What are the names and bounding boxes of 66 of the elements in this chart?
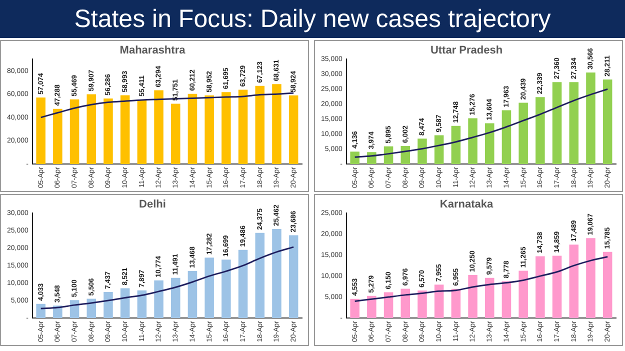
- bar: [569, 244, 579, 318]
- bar: [170, 278, 180, 318]
- bar: [288, 95, 298, 164]
- bar: [170, 104, 180, 164]
- bar: [367, 296, 376, 318]
- bar: [104, 292, 113, 318]
- bar: [602, 252, 612, 318]
- bar: [552, 256, 562, 318]
- bar: [451, 288, 461, 318]
- bar: [451, 126, 461, 164]
- chart-title: Delhi: [139, 198, 166, 211]
- bar: [400, 288, 410, 318]
- bar: [53, 108, 62, 164]
- chart-title: Uttar Pradesh: [430, 44, 503, 57]
- bar: [272, 229, 282, 318]
- bar: [518, 102, 528, 164]
- bar: [154, 280, 164, 318]
- bar: [238, 90, 248, 164]
- bar: [586, 238, 596, 318]
- bar: [418, 290, 427, 318]
- bar: [86, 94, 96, 164]
- bar: [188, 94, 198, 164]
- bar: [204, 95, 214, 164]
- bar: [188, 270, 198, 318]
- bar: [104, 98, 113, 164]
- bar: [434, 284, 444, 318]
- bar: [86, 298, 96, 318]
- bar: [536, 97, 545, 164]
- chart-title: Maharashtra: [120, 44, 186, 57]
- bar: [36, 98, 46, 164]
- bar: [484, 278, 494, 318]
- bar: [400, 146, 410, 164]
- bar: [502, 281, 512, 318]
- bar: [484, 123, 494, 164]
- bar: [418, 138, 427, 164]
- bar: [586, 72, 596, 164]
- bar: [222, 260, 231, 318]
- bar: [255, 86, 265, 164]
- bar: [468, 118, 478, 164]
- bar: [70, 99, 80, 164]
- bar: [154, 90, 164, 164]
- bar: [384, 292, 394, 318]
- bar: [70, 300, 80, 318]
- bar: [120, 95, 130, 164]
- bar: [120, 288, 130, 318]
- bar: [272, 84, 282, 164]
- bar: [569, 82, 579, 164]
- bar: [137, 290, 147, 318]
- bar: [288, 235, 298, 318]
- bar: [255, 232, 265, 318]
- bar: [518, 270, 528, 318]
- bar: [36, 304, 46, 318]
- bar: [350, 298, 360, 318]
- bar: [238, 250, 248, 318]
- bar: [434, 135, 444, 164]
- chart-title: Karnataka: [440, 198, 494, 211]
- bar: [468, 275, 478, 318]
- bar: [222, 92, 231, 164]
- bar: [137, 99, 147, 164]
- bar: [602, 80, 612, 164]
- bar: [204, 258, 214, 318]
- bar: [350, 152, 360, 164]
- text: States in Focus: Daily new cases trajectory: [0, 0, 625, 38]
- bar: [502, 110, 512, 164]
- bar: [536, 256, 545, 318]
- bar: [552, 82, 562, 164]
